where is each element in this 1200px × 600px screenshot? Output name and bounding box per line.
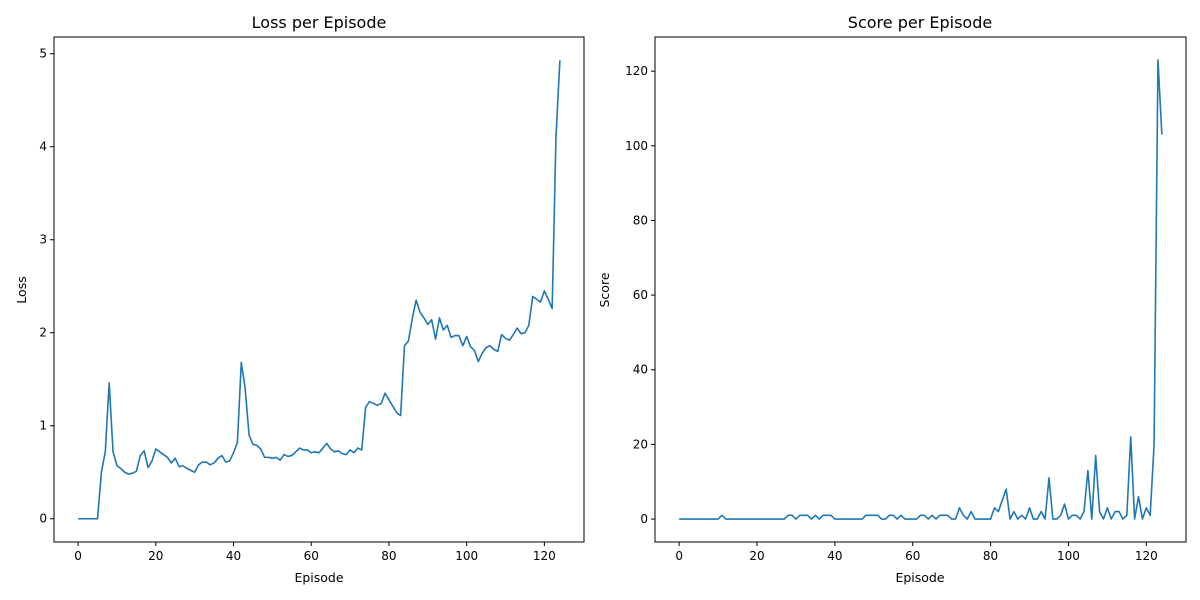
loss-series-line (78, 60, 561, 520)
loss-chart-ylabel: Loss (14, 276, 29, 303)
loss-chart-xlabel: Episode (294, 570, 343, 585)
loss-xtick-label: 0 (74, 549, 82, 563)
loss-chart-frame (53, 36, 585, 543)
loss-chart-title: Loss per Episode (252, 13, 387, 32)
score-xtick-label: 20 (749, 549, 764, 563)
loss-ytick-label: 1 (39, 419, 47, 433)
score-xtick-label: 100 (1057, 549, 1080, 563)
loss-xtick-label: 20 (148, 549, 163, 563)
score-ytick-label: 60 (633, 288, 648, 302)
score-xtick-label: 120 (1135, 549, 1158, 563)
score-ytick-label: 40 (633, 363, 648, 377)
loss-ytick-label: 3 (39, 233, 47, 247)
score-chart: Score per Episode Episode Score 0 20 40 60 8… (597, 13, 1187, 585)
score-xtick-label: 60 (905, 549, 920, 563)
loss-ytick-label: 0 (39, 512, 47, 526)
score-series-line (679, 59, 1163, 520)
score-xtick-label: 40 (827, 549, 842, 563)
loss-xtick-label: 60 (304, 549, 319, 563)
score-xtick-label: 0 (675, 549, 683, 563)
score-ytick-label: 120 (625, 64, 648, 78)
loss-chart-xticks: 0 20 40 60 80 100 120 (74, 542, 556, 563)
score-chart-yticks: 0 20 40 60 80 100 120 (625, 64, 655, 526)
loss-ytick-label: 5 (39, 47, 47, 61)
score-ytick-label: 0 (640, 512, 648, 526)
score-chart-title: Score per Episode (848, 13, 992, 32)
score-chart-xticks: 0 20 40 60 80 100 120 (675, 542, 1158, 563)
score-chart-ylabel: Score (597, 272, 612, 307)
score-ytick-label: 80 (633, 213, 648, 227)
score-chart-xlabel: Episode (895, 570, 944, 585)
loss-chart-yticks: 0 1 2 3 4 5 (39, 47, 54, 526)
score-ytick-label: 100 (625, 139, 648, 153)
loss-xtick-label: 120 (533, 549, 556, 563)
loss-xtick-label: 80 (381, 549, 396, 563)
score-chart-frame (654, 36, 1187, 543)
score-ytick-label: 20 (633, 437, 648, 451)
loss-xtick-label: 40 (226, 549, 241, 563)
loss-ytick-label: 4 (39, 140, 47, 154)
loss-xtick-label: 100 (455, 549, 478, 563)
loss-ytick-label: 2 (39, 326, 47, 340)
score-xtick-label: 80 (983, 549, 998, 563)
loss-chart: Loss per Episode Episode Loss 0 20 40 60 80 1… (14, 13, 585, 585)
